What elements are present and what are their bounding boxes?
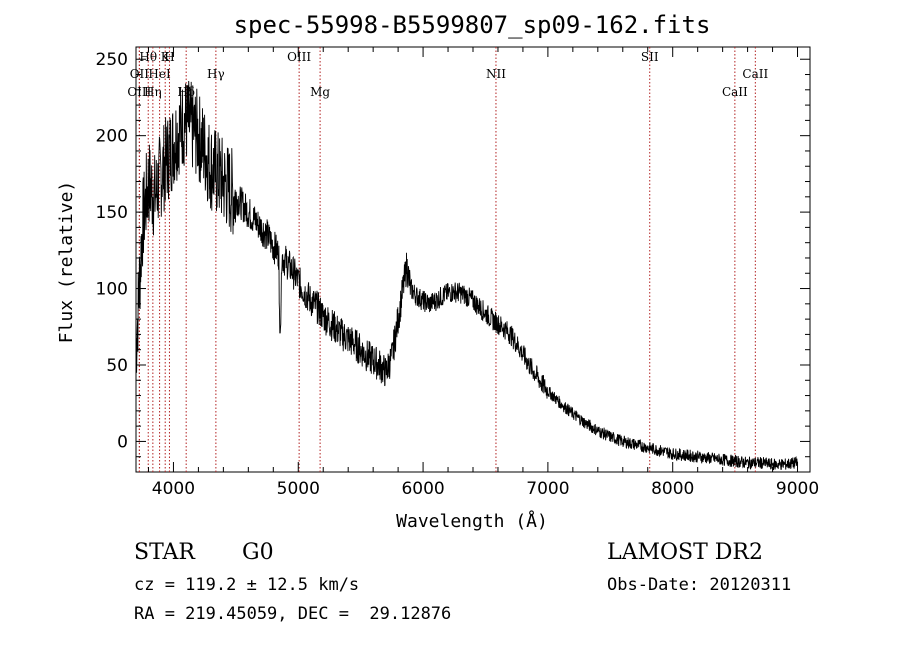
line-label: OIII: [287, 50, 311, 64]
obs-date: Obs-Date: 20120311: [607, 575, 792, 595]
x-axis-label: Wavelength (Å): [396, 510, 548, 532]
line-label: H: [164, 50, 174, 64]
line-label: OII: [130, 67, 150, 81]
survey-label: LAMOST DR2: [607, 540, 763, 565]
y-tick-label: 200: [96, 127, 128, 147]
spectrum-line: [135, 80, 798, 471]
coordinates-line: RA = 219.45059, DEC = 29.12876: [134, 604, 452, 624]
chart-title: spec-55998-B5599807_sp09-162.fits: [234, 11, 711, 39]
line-label: Mg: [310, 85, 330, 99]
x-tick-label: 5000: [277, 479, 320, 499]
y-tick-label: 150: [96, 203, 128, 223]
y-tick-label: 0: [117, 432, 128, 452]
line-label: NII: [486, 67, 506, 81]
x-tick-label: 9000: [776, 479, 819, 499]
x-tick-label: 7000: [526, 479, 569, 499]
x-tick-label: 8000: [651, 479, 694, 499]
y-tick-label: 250: [96, 50, 128, 70]
line-label: Hη: [144, 85, 162, 99]
line-label: CaII: [722, 85, 748, 99]
line-label: K: [161, 50, 171, 64]
object-class: STAR: [134, 540, 195, 565]
y-tick-label: 100: [96, 280, 128, 300]
line-label: CaII: [742, 67, 768, 81]
object-subclass: G0: [242, 540, 274, 565]
line-label: Hγ: [207, 67, 225, 81]
x-tick-label: 6000: [401, 479, 444, 499]
line-label: Hθ: [139, 50, 157, 64]
line-label: OIII: [127, 85, 151, 99]
y-axis-label: Flux (relative): [56, 181, 77, 344]
plot-frame: [135, 46, 811, 473]
redshift-line: cz = 119.2 ± 12.5 km/s: [134, 575, 360, 595]
line-label: HeI: [148, 67, 171, 81]
line-label: SII: [641, 50, 659, 64]
x-tick-label: 4000: [152, 479, 195, 499]
plot-area: HθOIIOIIIHηHeIKHHδHγOIIIMgNIISIICaIICaII…: [96, 46, 819, 499]
y-tick-label: 50: [106, 356, 128, 376]
